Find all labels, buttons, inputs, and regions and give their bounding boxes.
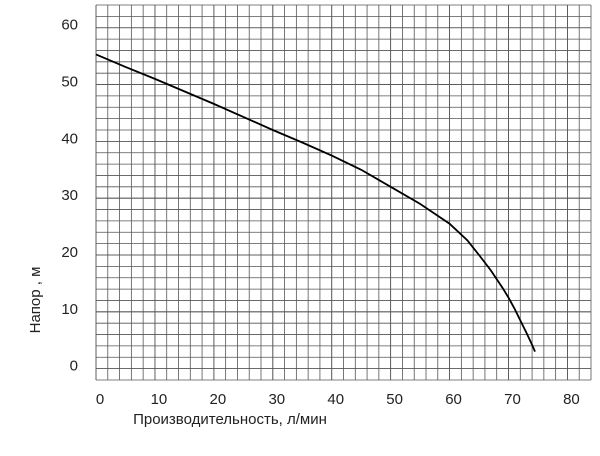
y-tick-label: 20	[61, 244, 78, 261]
y-axis-label: Напор , м	[27, 267, 44, 334]
x-tick-label: 70	[504, 391, 521, 408]
y-tick-label: 30	[61, 187, 78, 204]
y-tick-label: 10	[61, 301, 78, 318]
x-tick-label: 50	[386, 391, 403, 408]
x-axis-label: Производительность, л/мин	[133, 411, 327, 428]
y-tick-label: 40	[61, 130, 78, 147]
x-tick-label: 30	[268, 391, 285, 408]
y-tick-label: 50	[61, 74, 78, 91]
x-tick-label: 80	[563, 391, 580, 408]
x-tick-label: 10	[151, 391, 168, 408]
y-tick-label: 0	[70, 358, 78, 375]
x-tick-label: 40	[327, 391, 344, 408]
y-tick-label: 60	[61, 17, 78, 34]
x-tick-label: 60	[445, 391, 462, 408]
x-tick-label: 0	[96, 391, 104, 408]
x-tick-label: 20	[210, 391, 227, 408]
curve	[95, 53, 536, 352]
